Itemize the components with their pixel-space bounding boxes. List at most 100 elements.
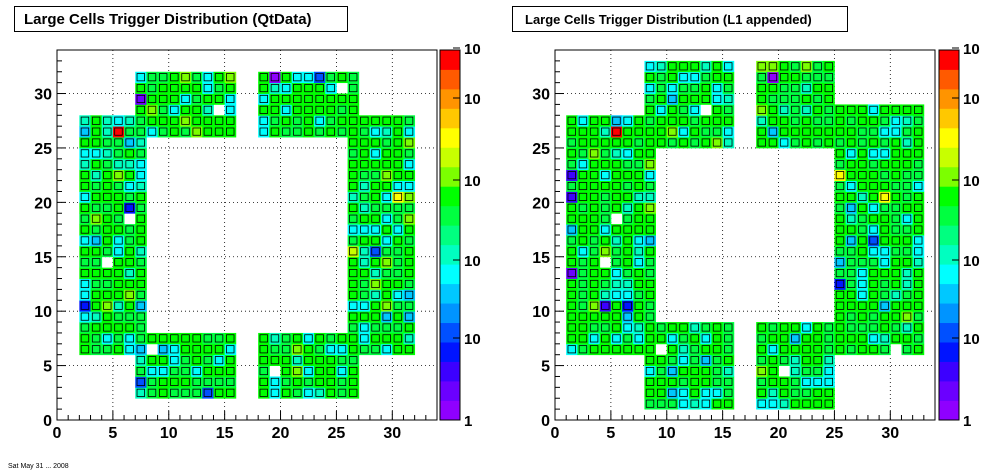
right-heat-cell xyxy=(823,376,835,388)
right-heat-cell xyxy=(912,137,925,149)
right-box-marker xyxy=(891,269,901,278)
left-heat-cell xyxy=(90,180,103,192)
right-heat-cell xyxy=(610,202,623,214)
left-heat-cell xyxy=(135,224,147,236)
right-heat-cell xyxy=(912,147,925,160)
right-box-marker xyxy=(802,84,811,93)
right-heat-cell xyxy=(767,82,779,94)
left-heat-cell xyxy=(112,311,125,323)
left-heat-cell xyxy=(101,245,114,258)
left-box-marker xyxy=(371,214,380,223)
left-heat-cell xyxy=(314,115,326,127)
left-heat-cell xyxy=(280,343,293,356)
right-heat-cell xyxy=(666,376,679,388)
right-heat-cell xyxy=(677,137,690,149)
right-heat-cell xyxy=(856,180,869,192)
left-box-marker xyxy=(326,366,336,376)
right-heat-cell xyxy=(812,71,824,84)
left-heat-cell xyxy=(269,343,281,356)
right-box-marker xyxy=(891,203,901,212)
left-heat-cell xyxy=(101,300,114,312)
right-box-marker xyxy=(612,301,621,310)
right-heat-cell xyxy=(845,126,858,138)
left-box-marker xyxy=(203,345,213,354)
left-box-marker xyxy=(360,279,369,289)
left-heat-cell xyxy=(101,115,114,127)
right-box-marker xyxy=(724,94,733,104)
right-box-marker xyxy=(880,225,889,234)
left-heat-cell xyxy=(347,213,360,225)
right-heat-cell xyxy=(834,191,846,203)
right-heat-cell xyxy=(789,93,802,105)
left-heat-cell xyxy=(314,343,326,356)
right-heat-cell xyxy=(566,180,578,192)
right-heat-cell xyxy=(856,289,869,301)
right-box-marker xyxy=(656,94,666,104)
left-box-marker xyxy=(114,236,123,245)
left-box-marker xyxy=(304,388,313,397)
left-box-marker xyxy=(270,388,280,397)
left-box-marker xyxy=(393,181,403,191)
right-box-marker xyxy=(601,301,610,310)
right-box-marker xyxy=(634,192,644,201)
right-heat-cell xyxy=(890,147,902,160)
right-box-marker xyxy=(712,323,722,332)
left-heat-cell xyxy=(179,387,192,399)
left-box-marker xyxy=(170,105,179,114)
right-box-marker xyxy=(757,334,766,343)
right-box-marker xyxy=(679,94,688,104)
left-heat-cell xyxy=(358,202,371,214)
right-heat-cell xyxy=(644,93,656,105)
right-box-marker xyxy=(891,290,901,299)
right-box-marker xyxy=(634,225,644,234)
left-heat-cell xyxy=(224,93,237,105)
left-box-marker xyxy=(103,160,112,169)
right-box-marker xyxy=(768,377,778,386)
right-box-marker xyxy=(824,62,834,71)
right-box-marker xyxy=(589,279,599,289)
left-heat-cell xyxy=(325,376,337,388)
left-box-marker xyxy=(393,116,403,125)
left-colorbar-label: 10 xyxy=(464,41,481,58)
right-box-marker xyxy=(914,225,923,234)
left-heat-cell xyxy=(124,267,136,279)
right-heat-cell xyxy=(912,256,925,269)
right-heat-cell xyxy=(856,322,869,334)
right-box-marker xyxy=(712,356,722,365)
right-heat-cell xyxy=(677,343,690,356)
left-heat-cell xyxy=(124,126,136,138)
left-heat-cell xyxy=(124,202,136,214)
right-box-marker xyxy=(589,138,599,147)
right-heat-cell xyxy=(633,311,645,323)
left-box-marker xyxy=(136,84,146,93)
right-heat-cell xyxy=(689,104,701,116)
right-heat-cell xyxy=(756,82,768,94)
right-heat-cell xyxy=(800,365,813,377)
right-heat-cell xyxy=(901,322,914,334)
left-box-marker xyxy=(114,312,123,321)
right-box-marker xyxy=(601,160,610,169)
right-heat-cell xyxy=(901,169,914,181)
right-box-marker xyxy=(679,84,688,93)
left-box-marker xyxy=(114,225,123,234)
left-box-marker xyxy=(404,203,414,212)
left-box-marker xyxy=(80,279,90,289)
right-box-marker xyxy=(578,323,588,332)
right-heat-cell xyxy=(890,311,902,323)
right-box-marker xyxy=(813,138,822,147)
left-heat-cell xyxy=(403,126,416,138)
right-box-marker xyxy=(645,290,655,299)
right-box-marker xyxy=(846,345,856,354)
right-box-marker xyxy=(601,127,610,136)
left-box-marker xyxy=(360,138,369,147)
left-heat-cell xyxy=(302,354,315,366)
left-box-marker xyxy=(404,301,414,310)
right-heat-cell xyxy=(879,158,891,171)
right-heat-cell xyxy=(566,289,578,301)
left-box-marker xyxy=(125,138,134,147)
right-box-marker xyxy=(724,356,733,365)
right-heat-cell xyxy=(644,202,656,214)
right-heat-cell xyxy=(588,137,601,149)
right-box-marker xyxy=(835,323,845,332)
left-heat-cell xyxy=(112,180,125,192)
